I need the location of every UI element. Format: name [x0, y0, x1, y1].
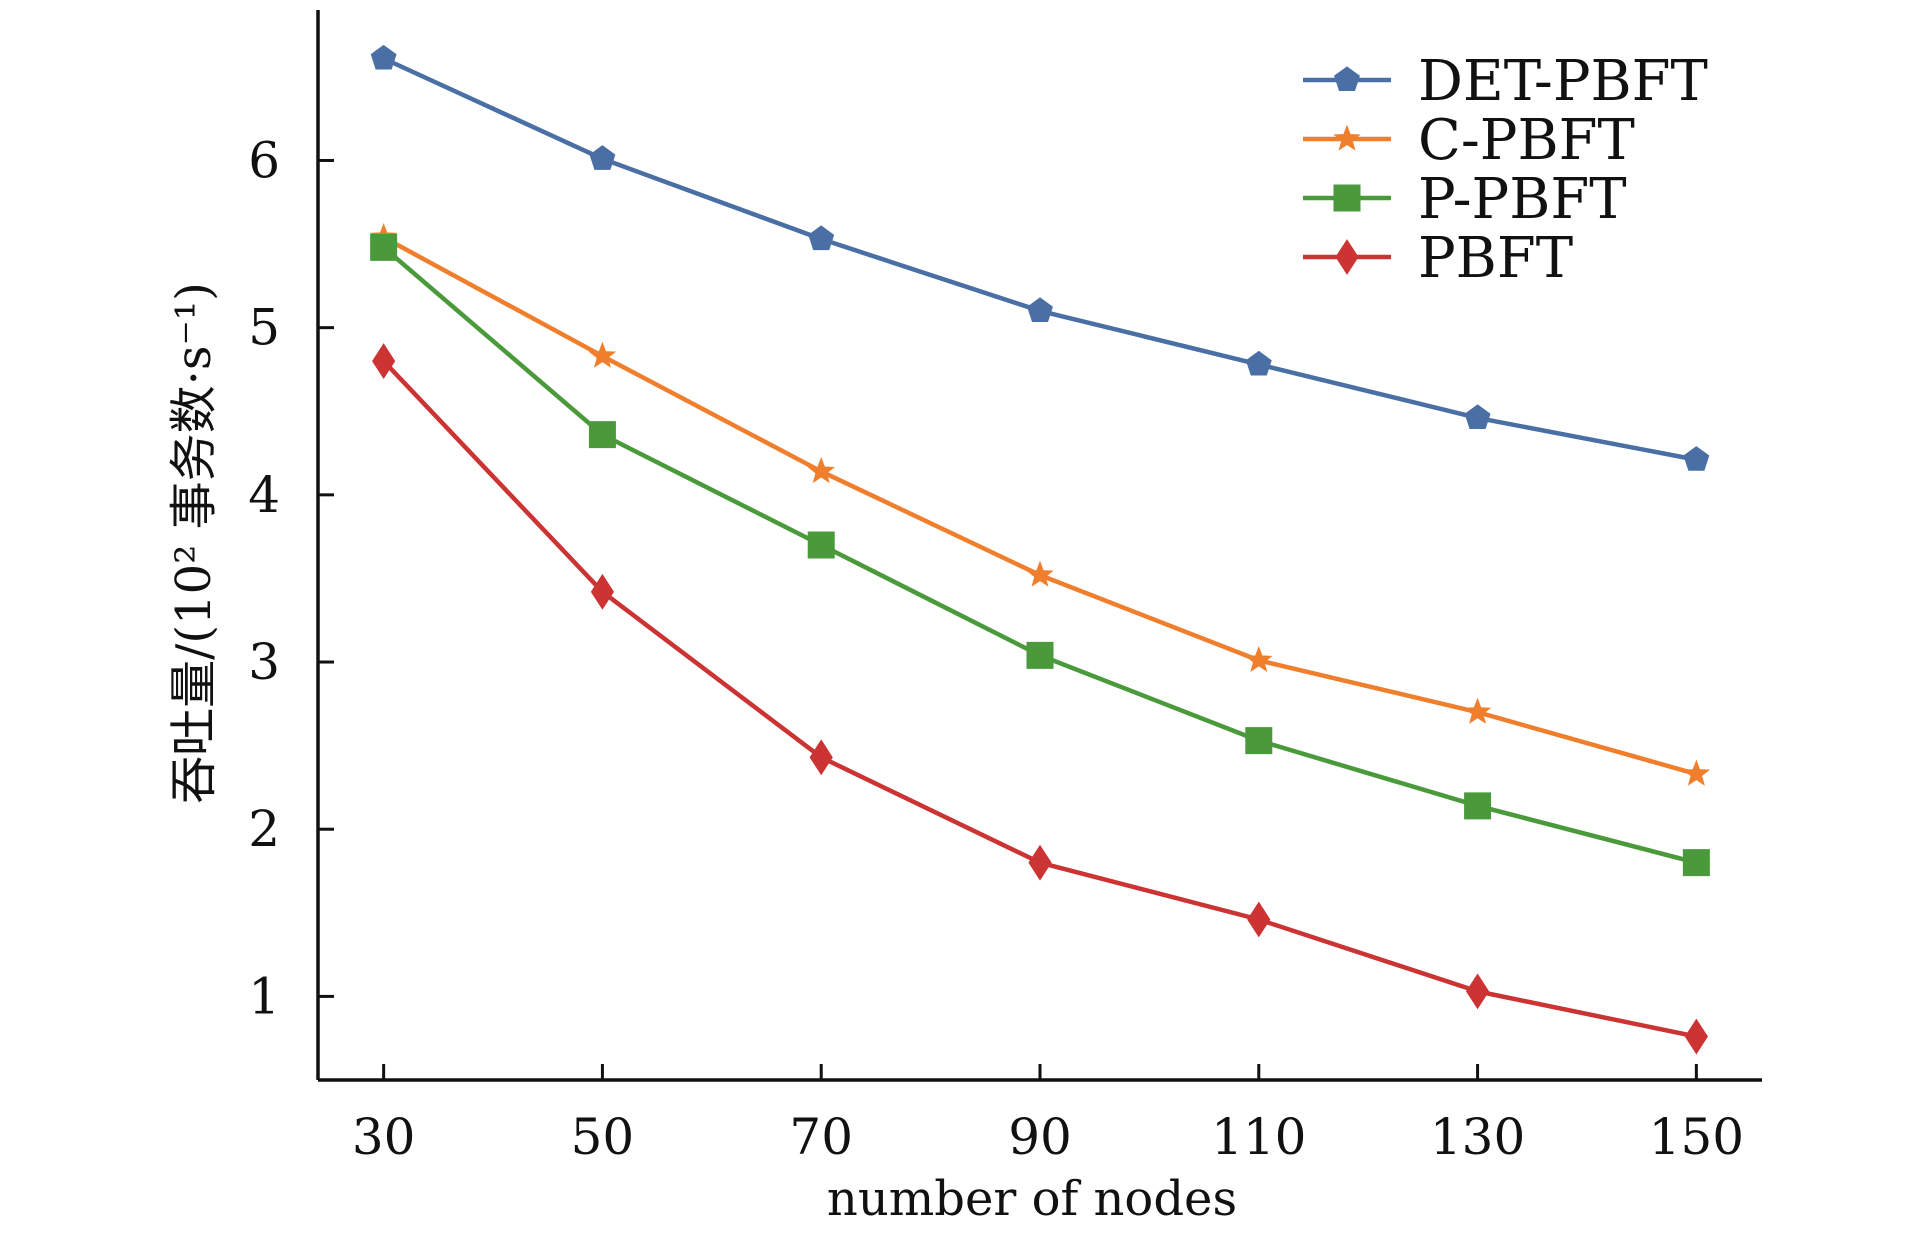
data-point — [1463, 697, 1492, 724]
legend-marker — [1334, 66, 1360, 92]
data-point — [808, 225, 835, 251]
x-tick-label: 130 — [1430, 1108, 1525, 1166]
legend-item: P-PBFT — [1303, 167, 1627, 232]
data-point — [590, 573, 615, 610]
plot-area — [369, 44, 1711, 1055]
y-tick-label: 6 — [248, 131, 280, 189]
legend-label: PBFT — [1418, 226, 1573, 291]
data-point — [588, 421, 616, 449]
series-line — [382, 245, 1697, 865]
series-pbft — [372, 343, 1708, 1055]
data-point — [1464, 792, 1492, 820]
data-point — [372, 343, 396, 380]
series-line — [382, 359, 1697, 1039]
axes: 30 50 70 90 110 130 150 1 2 3 4 5 6 — [248, 10, 1762, 1166]
data-point — [1682, 849, 1710, 877]
y-axis-title: 吞吐量/(10² 事务数·s⁻¹) — [166, 282, 222, 804]
legend-label: P-PBFT — [1418, 167, 1627, 232]
data-point — [589, 145, 616, 170]
x-axis-title: number of nodes — [827, 1171, 1237, 1227]
x-tick-label: 150 — [1649, 1108, 1744, 1166]
data-point — [1684, 1018, 1708, 1055]
x-tick-label: 110 — [1211, 1108, 1306, 1166]
data-point — [1682, 759, 1711, 786]
data-point — [588, 341, 617, 368]
data-point — [1245, 350, 1272, 376]
series-p-pbft — [370, 233, 1710, 877]
y-tick-label: 1 — [248, 967, 280, 1025]
data-point — [809, 739, 833, 776]
data-point — [1247, 901, 1271, 938]
x-tick-label: 50 — [571, 1108, 635, 1166]
legend-label: DET-PBFT — [1418, 49, 1708, 114]
y-tick-label: 4 — [248, 466, 280, 524]
data-point — [807, 531, 835, 559]
y-tick-label: 5 — [248, 299, 280, 357]
data-point — [1026, 641, 1054, 669]
legend-marker — [1333, 124, 1361, 151]
y-tick-label: 2 — [248, 800, 280, 858]
legend-item: DET-PBFT — [1303, 49, 1708, 114]
data-point — [1245, 645, 1273, 673]
data-point — [1465, 973, 1490, 1010]
data-point — [370, 233, 398, 261]
data-point — [1028, 844, 1052, 881]
data-point — [1027, 297, 1053, 322]
data-point — [1683, 446, 1710, 471]
data-point — [1026, 560, 1054, 587]
x-tick-label: 90 — [1008, 1108, 1072, 1166]
legend-item: PBFT — [1303, 226, 1573, 291]
data-point — [1245, 727, 1273, 755]
data-point — [1464, 404, 1491, 429]
legend-item: C-PBFT — [1303, 108, 1635, 173]
series-det-pbft — [370, 44, 1710, 471]
x-tick-label: 30 — [352, 1108, 416, 1166]
x-tick-label: 70 — [789, 1108, 853, 1166]
legend-marker — [1335, 239, 1359, 275]
data-point — [807, 457, 835, 484]
legend-marker — [1333, 184, 1361, 212]
y-tick-label: 3 — [248, 633, 280, 691]
data-point — [370, 44, 397, 70]
legend-label: C-PBFT — [1418, 108, 1635, 173]
